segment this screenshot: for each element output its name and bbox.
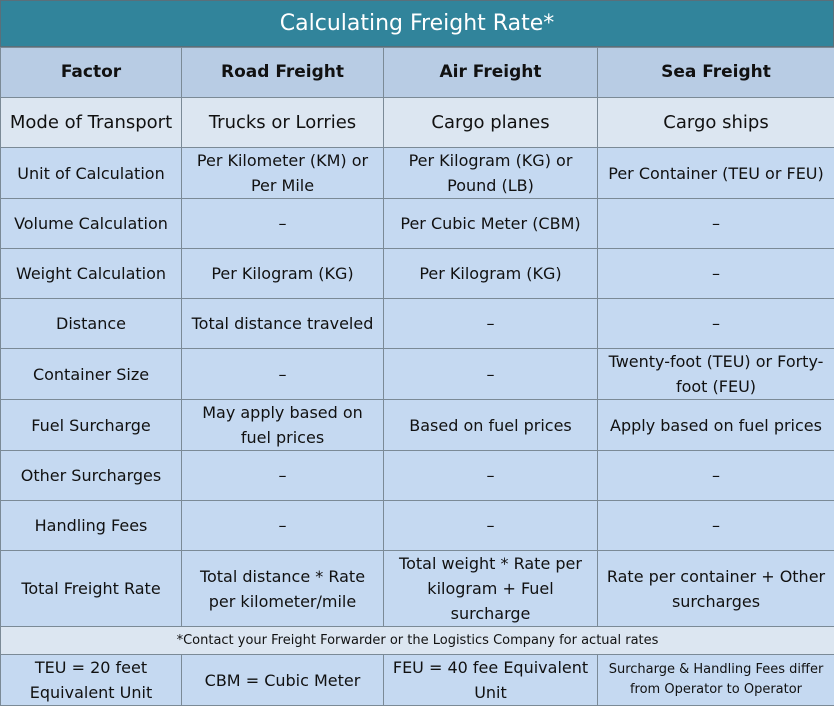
cbm-definition: CBM = Cubic Meter (182, 655, 384, 706)
table-row: Other Surcharges – – – (1, 451, 834, 501)
air-cell: – (384, 299, 598, 349)
factor-cell: Total Freight Rate (1, 551, 182, 627)
air-cell: Per Kilogram (KG) (384, 249, 598, 299)
sea-cell: – (598, 451, 834, 501)
table-row: Handling Fees – – – (1, 501, 834, 551)
air-cell: – (384, 501, 598, 551)
footnote-row: *Contact your Freight Forwarder or the L… (1, 627, 834, 655)
factor-cell: Volume Calculation (1, 199, 182, 249)
table-row: Weight Calculation Per Kilogram (KG) Per… (1, 249, 834, 299)
sea-cell: Apply based on fuel prices (598, 400, 834, 451)
teu-definition: TEU = 20 feet Equivalent Unit (1, 655, 182, 706)
header-sea-freight: Sea Freight (598, 48, 834, 98)
table-row: Fuel Surcharge May apply based on fuel p… (1, 400, 834, 451)
table-row: Unit of Calculation Per Kilometer (KM) o… (1, 148, 834, 199)
page-title: Calculating Freight Rate* (0, 0, 834, 47)
fees-note: Surcharge & Handling Fees differ from Op… (598, 655, 834, 706)
sea-cell: – (598, 299, 834, 349)
air-cell: Per Cubic Meter (CBM) (384, 199, 598, 249)
road-cell: – (182, 501, 384, 551)
air-cell: – (384, 451, 598, 501)
table-row: Total Freight Rate Total distance * Rate… (1, 551, 834, 627)
freight-rate-infographic: Calculating Freight Rate* Factor Road Fr… (0, 0, 834, 676)
road-cell: Total distance * Rate per kilometer/mile (182, 551, 384, 627)
factor-cell: Container Size (1, 349, 182, 400)
table-row: Mode of Transport Trucks or Lorries Carg… (1, 98, 834, 148)
header-air-freight: Air Freight (384, 48, 598, 98)
header-factor: Factor (1, 48, 182, 98)
table-row: Distance Total distance traveled – – (1, 299, 834, 349)
feu-definition: FEU = 40 fee Equivalent Unit (384, 655, 598, 706)
sea-cell: – (598, 249, 834, 299)
air-cell: Based on fuel prices (384, 400, 598, 451)
table-header-row: Factor Road Freight Air Freight Sea Frei… (1, 48, 834, 98)
air-cell: Total weight * Rate per kilogram + Fuel … (384, 551, 598, 627)
road-cell: – (182, 349, 384, 400)
road-cell: – (182, 451, 384, 501)
factor-cell: Fuel Surcharge (1, 400, 182, 451)
air-cell: Cargo planes (384, 98, 598, 148)
factor-cell: Distance (1, 299, 182, 349)
air-cell: – (384, 349, 598, 400)
road-cell: Trucks or Lorries (182, 98, 384, 148)
air-cell: Per Kilogram (KG) or Pound (LB) (384, 148, 598, 199)
factor-cell: Other Surcharges (1, 451, 182, 501)
sea-cell: Per Container (TEU or FEU) (598, 148, 834, 199)
legend-row: TEU = 20 feet Equivalent Unit CBM = Cubi… (1, 655, 834, 706)
table-row: Volume Calculation – Per Cubic Meter (CB… (1, 199, 834, 249)
road-cell: Per Kilogram (KG) (182, 249, 384, 299)
road-cell: May apply based on fuel prices (182, 400, 384, 451)
factor-cell: Mode of Transport (1, 98, 182, 148)
sea-cell: – (598, 199, 834, 249)
factor-cell: Unit of Calculation (1, 148, 182, 199)
header-road-freight: Road Freight (182, 48, 384, 98)
footnote: *Contact your Freight Forwarder or the L… (1, 627, 834, 655)
road-cell: Per Kilometer (KM) or Per Mile (182, 148, 384, 199)
sea-cell: Cargo ships (598, 98, 834, 148)
factor-cell: Weight Calculation (1, 249, 182, 299)
table-row: Container Size – – Twenty-foot (TEU) or … (1, 349, 834, 400)
factor-cell: Handling Fees (1, 501, 182, 551)
sea-cell: Twenty-foot (TEU) or Forty-foot (FEU) (598, 349, 834, 400)
sea-cell: Rate per container + Other surcharges (598, 551, 834, 627)
road-cell: Total distance traveled (182, 299, 384, 349)
freight-rate-table: Factor Road Freight Air Freight Sea Frei… (0, 47, 834, 706)
sea-cell: – (598, 501, 834, 551)
road-cell: – (182, 199, 384, 249)
